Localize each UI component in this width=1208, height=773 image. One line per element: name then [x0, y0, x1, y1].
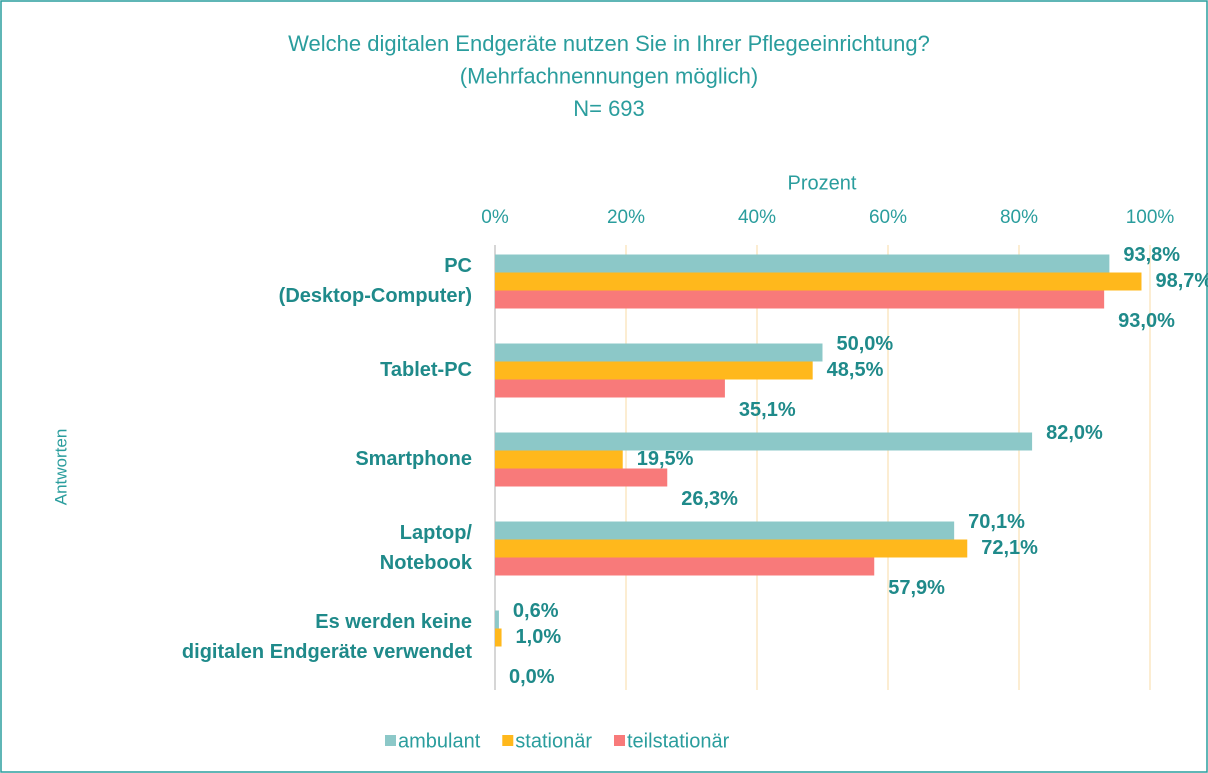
data-label: 93,0% — [1118, 310, 1175, 332]
bar — [495, 450, 623, 469]
bar — [495, 343, 823, 362]
x-tick-label: 100% — [1126, 207, 1175, 228]
data-label: 26,3% — [681, 488, 738, 510]
x-tick-label: 60% — [869, 207, 907, 228]
y-tick-label: Notebook — [380, 552, 473, 574]
legend-swatch — [502, 735, 514, 746]
data-label: 0,0% — [509, 666, 555, 688]
data-label: 98,7% — [1155, 270, 1208, 292]
bar — [495, 557, 875, 576]
bar — [495, 628, 502, 647]
bar — [495, 379, 725, 398]
data-label: 50,0% — [837, 333, 894, 355]
x-tick-label: 20% — [607, 207, 645, 228]
y-tick-label: PC — [444, 255, 472, 277]
bar — [495, 539, 968, 558]
data-label: 1,0% — [516, 626, 562, 648]
x-tick-label: 80% — [1000, 207, 1038, 228]
y-tick-label: digitalen Endgeräte verwendet — [182, 641, 472, 663]
chart-title: N= 693 — [573, 96, 645, 121]
legend-label: stationär — [515, 730, 592, 752]
data-label: 48,5% — [827, 359, 884, 381]
chart-title: (Mehrfachnennungen möglich) — [460, 63, 758, 88]
data-label: 70,1% — [968, 511, 1025, 533]
data-label: 19,5% — [637, 448, 694, 470]
x-tick-label: 0% — [481, 207, 509, 228]
y-tick-label: (Desktop-Computer) — [279, 285, 472, 307]
y-tick-label: Smartphone — [355, 448, 472, 470]
data-label: 35,1% — [739, 399, 796, 421]
data-label: 0,6% — [513, 600, 559, 622]
legend-label: teilstationär — [627, 730, 730, 752]
bar — [495, 290, 1105, 309]
y-tick-label: Tablet-PC — [380, 359, 472, 381]
data-label: 57,9% — [888, 577, 945, 599]
legend-label: ambulant — [398, 730, 481, 752]
bar — [495, 610, 499, 629]
x-axis-title: Prozent — [788, 172, 857, 194]
data-label: 72,1% — [981, 537, 1038, 559]
bar — [495, 432, 1033, 451]
bar — [495, 254, 1110, 273]
bar — [495, 272, 1142, 291]
y-axis-title: Antworten — [51, 429, 70, 506]
bar — [495, 361, 813, 380]
data-label: 82,0% — [1046, 422, 1103, 444]
x-tick-label: 40% — [738, 207, 776, 228]
y-tick-label: Laptop/ — [400, 522, 473, 544]
legend-swatch — [385, 735, 396, 746]
bar — [495, 521, 955, 540]
data-label: 93,8% — [1123, 244, 1180, 266]
chart-title: Welche digitalen Endgeräte nutzen Sie in… — [288, 31, 930, 56]
bar — [495, 468, 668, 487]
legend-swatch — [614, 735, 625, 746]
y-tick-label: Es werden keine — [315, 611, 472, 633]
